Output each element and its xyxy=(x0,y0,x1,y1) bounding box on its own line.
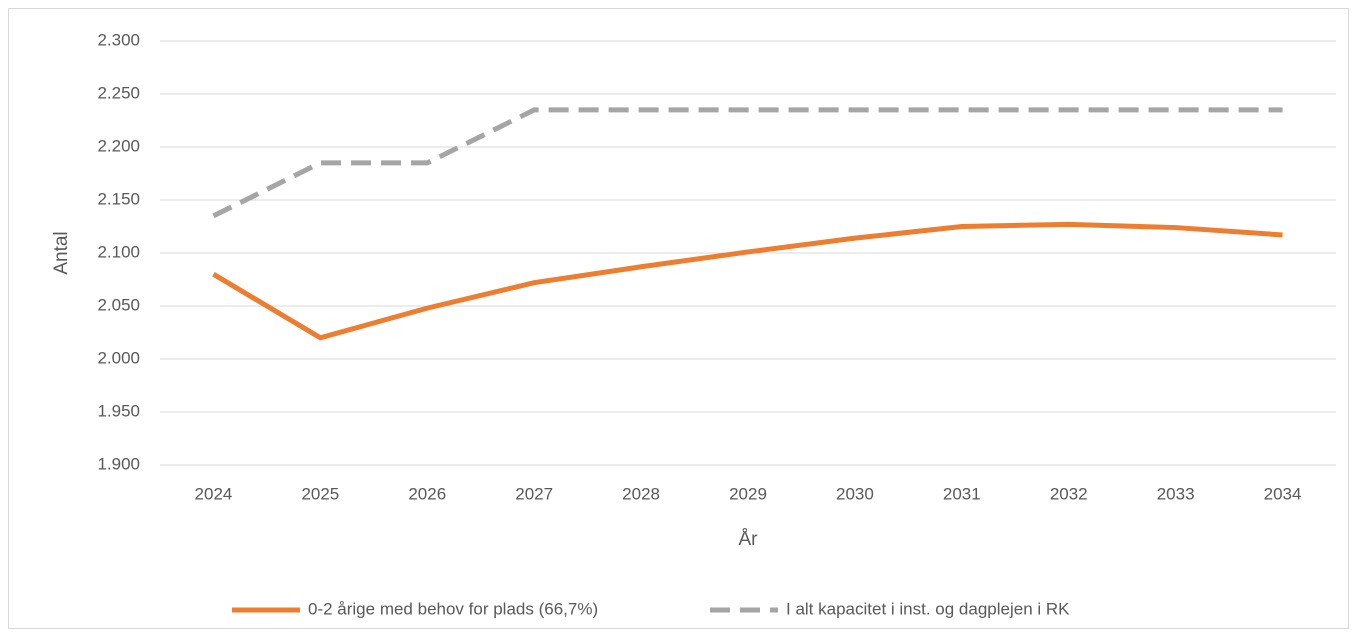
y-tick-label: 2.050 xyxy=(97,295,140,314)
line-series xyxy=(212,221,1283,341)
y-tick-label: 2.300 xyxy=(97,30,140,49)
y-tick-label: 1.900 xyxy=(97,454,140,473)
x-tick-label: 2027 xyxy=(515,484,553,503)
line-series xyxy=(212,107,1283,219)
x-tick-label: 2032 xyxy=(1050,484,1088,503)
x-tick-label: 2029 xyxy=(729,484,767,503)
x-tick-label: 2030 xyxy=(836,484,874,503)
y-axis-label: Antal xyxy=(51,231,72,274)
x-tick-label: 2025 xyxy=(301,484,339,503)
legend-label: 0-2 årige med behov for plads (66,7%) xyxy=(308,599,598,618)
y-tick-label: 2.150 xyxy=(97,189,140,208)
y-tick-label: 2.000 xyxy=(97,348,140,367)
chart-border xyxy=(8,8,1349,629)
y-tick-label: 2.200 xyxy=(97,136,140,155)
x-tick-label: 2033 xyxy=(1157,484,1195,503)
x-tick-label: 2026 xyxy=(408,484,446,503)
y-tick-label: 2.250 xyxy=(97,83,140,102)
x-tick-label: 2031 xyxy=(943,484,981,503)
x-tick-label: 2034 xyxy=(1264,484,1302,503)
x-axis-label: År xyxy=(739,529,759,550)
legend-label: I alt kapacitet i inst. og dagplejen i R… xyxy=(786,599,1070,618)
y-tick-label: 2.100 xyxy=(97,242,140,261)
x-tick-label: 2028 xyxy=(622,484,660,503)
y-tick-label: 1.950 xyxy=(97,401,140,420)
x-tick-label: 2024 xyxy=(195,484,233,503)
